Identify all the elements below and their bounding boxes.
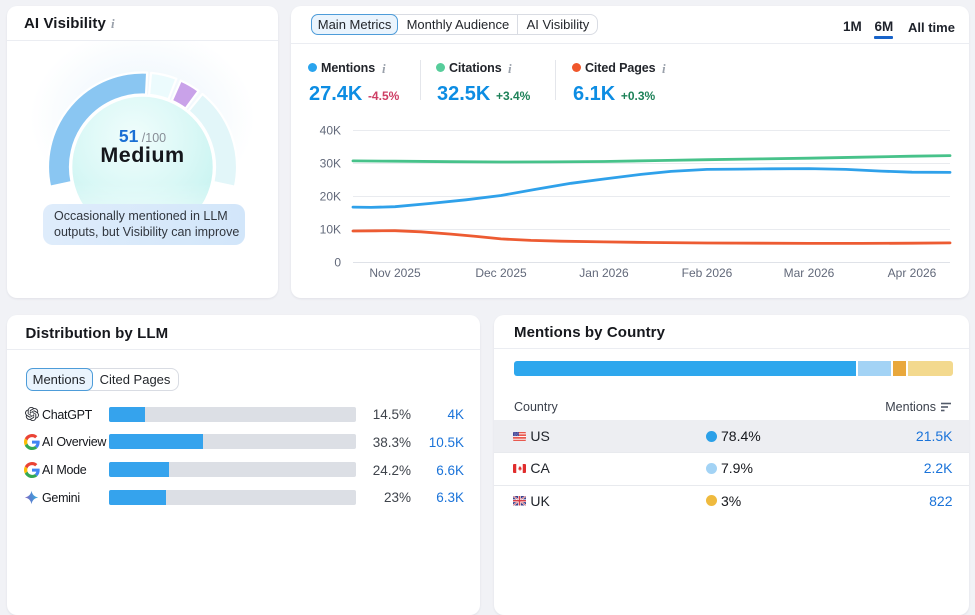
svg-text:20K: 20K — [320, 190, 341, 204]
svg-text:Apr 2026: Apr 2026 — [888, 266, 937, 280]
svg-text:Nov 2025: Nov 2025 — [369, 266, 421, 280]
svg-text:Mar 2026: Mar 2026 — [784, 266, 835, 280]
svg-text:Jan 2026: Jan 2026 — [579, 266, 629, 280]
svg-text:40K: 40K — [320, 124, 341, 138]
svg-text:Feb 2026: Feb 2026 — [682, 266, 733, 280]
svg-text:0: 0 — [334, 256, 341, 270]
svg-text:30K: 30K — [320, 157, 341, 171]
svg-text:10K: 10K — [320, 223, 341, 237]
svg-text:Dec 2025: Dec 2025 — [475, 266, 527, 280]
